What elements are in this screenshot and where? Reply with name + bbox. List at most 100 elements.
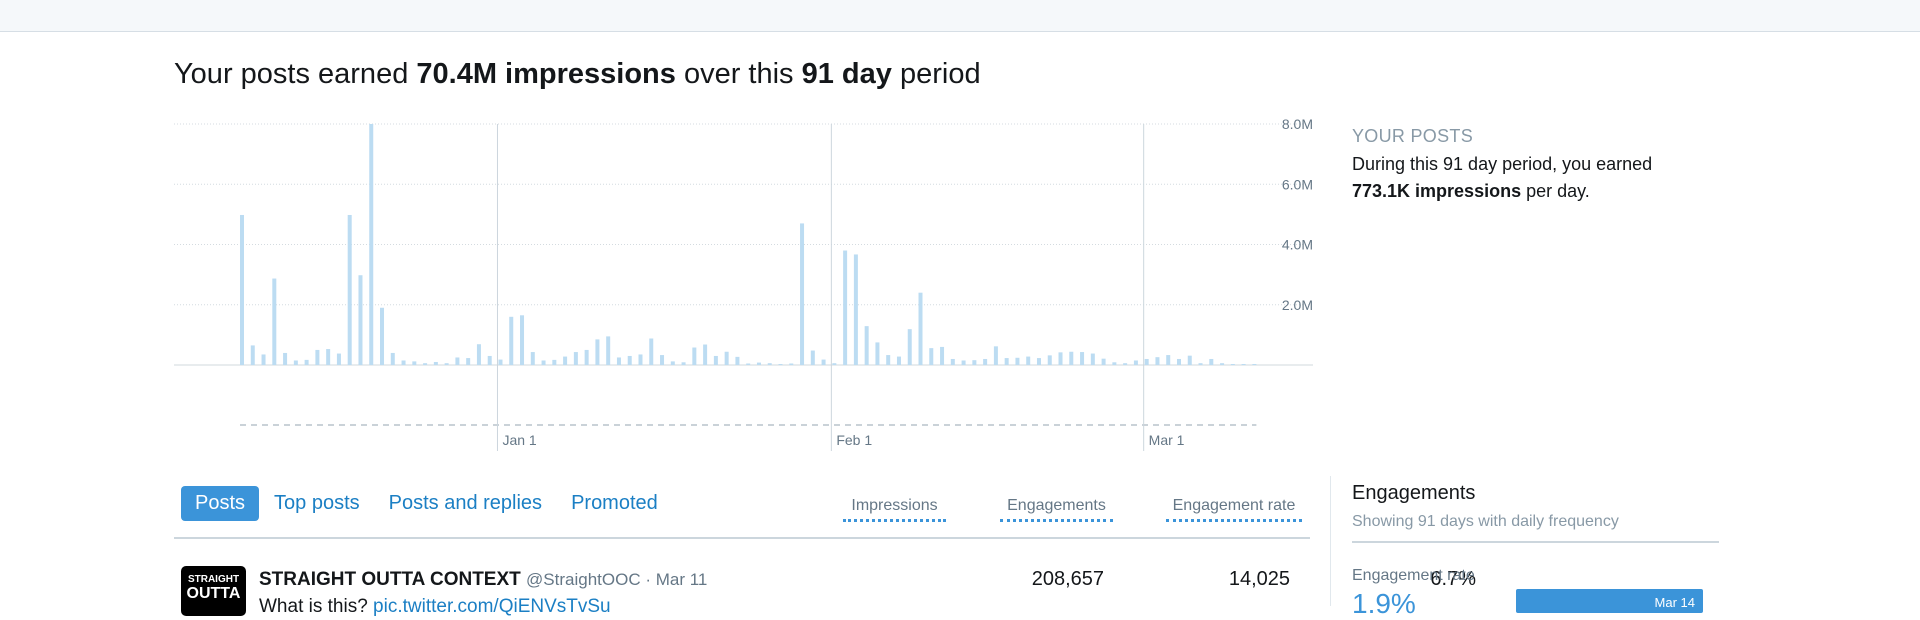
- chart-bar: [412, 361, 417, 365]
- x-tick-label: Feb 1: [836, 432, 872, 448]
- chart-bar: [886, 355, 891, 365]
- tab-posts-and-replies[interactable]: Posts and replies: [388, 492, 543, 514]
- your-posts-description: During this 91 day period, you earned 77…: [1352, 151, 1752, 205]
- post-author: STRAIGHT OUTTA CONTEXT @StraightOOC · Ma…: [259, 569, 707, 591]
- chart-bar: [832, 363, 837, 365]
- tab-top-posts[interactable]: Top posts: [274, 492, 360, 514]
- chart-bar: [1187, 355, 1192, 365]
- post-impressions: 208,657: [1031, 568, 1104, 590]
- thumbnail-line2: OUTTA: [186, 585, 241, 602]
- post-engagements: 14,025: [1228, 568, 1290, 590]
- post-body: What is this?: [259, 596, 374, 617]
- tab-posts[interactable]: Posts: [181, 486, 260, 521]
- y-tick-label: 2.0M: [1282, 297, 1313, 313]
- chart-bar: [530, 352, 535, 365]
- chart-bar: [250, 345, 255, 365]
- engagement-rate-bar[interactable]: Mar 14: [1516, 589, 1703, 613]
- top-bar: [0, 0, 1920, 32]
- chart-bar: [864, 326, 869, 365]
- chart-bar: [660, 355, 665, 365]
- tab-promoted[interactable]: Promoted: [571, 492, 658, 514]
- chart-bar: [778, 364, 783, 365]
- chart-bar: [433, 361, 438, 365]
- summary-impressions: 70.4M impressions: [416, 58, 676, 90]
- chart-bar: [983, 358, 988, 365]
- chart-bar: [1058, 352, 1063, 365]
- chart-bar: [1166, 355, 1171, 365]
- chart-bar: [455, 357, 460, 365]
- chart-bar: [1133, 360, 1138, 365]
- chart-bar: [520, 315, 525, 365]
- chart-bar: [423, 363, 428, 365]
- chart-bar: [1176, 358, 1181, 365]
- chart-bar: [487, 355, 492, 365]
- chart-bar: [272, 278, 277, 365]
- post-thumbnail[interactable]: STRAIGHT OUTTA: [181, 566, 246, 616]
- column-engagement-rate[interactable]: Engagement rate: [1166, 497, 1302, 522]
- chart-bar: [789, 363, 794, 365]
- your-posts-daily: 773.1K impressions: [1352, 181, 1522, 201]
- chart-bar: [703, 344, 708, 365]
- post-engagement-rate: 6.7%: [1430, 568, 1476, 590]
- chart-bar: [326, 349, 331, 365]
- chart-bar: [896, 356, 901, 365]
- impressions-chart: 2.0M 4.0M 6.0M 8.0M Jan 1 Feb 1 Mar 1: [174, 116, 1313, 451]
- column-impressions[interactable]: Impressions: [843, 497, 946, 522]
- chart-bar: [476, 344, 481, 365]
- chart-bar: [466, 358, 471, 365]
- engagement-rate-bar-label: Mar 14: [1654, 595, 1695, 610]
- chart-bar: [1069, 351, 1074, 365]
- engagements-subtitle: Showing 91 days with daily frequency: [1352, 513, 1619, 530]
- chart-bar: [541, 360, 546, 365]
- chart-bar: [509, 316, 514, 365]
- post-text: What is this? pic.twitter.com/QiENVsTvSu: [259, 596, 611, 618]
- x-tick-label: Jan 1: [502, 432, 536, 448]
- y-tick-label: 6.0M: [1282, 176, 1313, 192]
- chart-bar: [563, 356, 568, 365]
- engagements-divider: [1352, 541, 1719, 543]
- chart-bar: [843, 250, 848, 365]
- y-tick-label: 4.0M: [1282, 237, 1313, 253]
- your-posts-label: YOUR POSTS: [1352, 126, 1474, 146]
- post-link[interactable]: pic.twitter.com/QiENVsTvSu: [373, 596, 611, 617]
- chart-bar: [347, 214, 352, 365]
- chart-bar: [1015, 357, 1020, 365]
- chart-bar: [1198, 363, 1203, 365]
- x-tick-label: Mar 1: [1149, 432, 1185, 448]
- chart-bar: [1241, 364, 1246, 365]
- chart-bar: [336, 353, 341, 365]
- chart-bar: [1209, 358, 1214, 365]
- thumbnail-line1: STRAIGHT: [187, 574, 240, 585]
- summary-suffix: period: [891, 58, 981, 90]
- chart-bar: [1101, 358, 1106, 365]
- chart-bar: [1155, 357, 1160, 365]
- chart-bar: [304, 359, 309, 365]
- post-tabs: Posts Top posts Posts and replies Promot…: [181, 486, 673, 521]
- chart-bar: [240, 214, 244, 365]
- chart-bar: [638, 354, 643, 365]
- chart-bar: [1047, 355, 1052, 365]
- chart-bar: [1004, 358, 1009, 365]
- chart-bar: [993, 346, 998, 365]
- chart-bar: [810, 350, 815, 365]
- column-engagements[interactable]: Engagements: [1000, 497, 1113, 522]
- chart-bar: [767, 363, 772, 365]
- chart-bar: [1080, 352, 1085, 365]
- chart-bar: [1090, 353, 1095, 365]
- chart-bar: [616, 357, 621, 365]
- chart-bar: [940, 346, 945, 365]
- chart-bar: [961, 360, 966, 365]
- chart-bar: [401, 360, 406, 365]
- engagements-title: Engagements: [1352, 482, 1476, 504]
- tabs-divider: [174, 537, 1310, 539]
- table-row[interactable]: STRAIGHT OUTTA STRAIGHT OUTTA CONTEXT @S…: [174, 564, 1476, 617]
- chart-bar: [369, 124, 374, 365]
- summary-prefix: Your posts earned: [174, 58, 417, 90]
- chart-bar: [875, 342, 880, 365]
- chart-bar: [293, 360, 298, 365]
- chart-bar: [627, 355, 632, 365]
- chart-bar: [444, 363, 449, 365]
- engagement-rate-value: 1.9%: [1352, 588, 1416, 619]
- chart-bar: [1230, 364, 1235, 365]
- impressions-summary: Your posts earned 70.4M impressions over…: [174, 58, 981, 91]
